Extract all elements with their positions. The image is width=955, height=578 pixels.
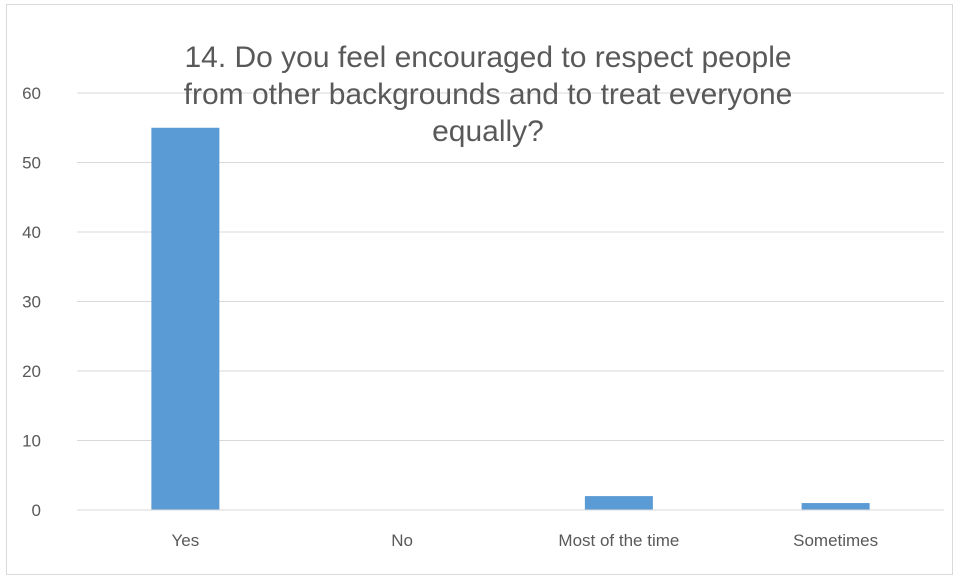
x-category-label-most-of-the-time: Most of the time <box>558 531 679 550</box>
y-tick-label-40: 40 <box>22 223 41 242</box>
chart-title-line-3: equally? <box>432 115 544 148</box>
chart-title-line-2: from other backgrounds and to treat ever… <box>184 78 793 111</box>
y-tick-label-10: 10 <box>22 432 41 451</box>
bar-chart: 0 10 20 30 40 50 60 Yes No Most of the time Somet… <box>22 41 944 550</box>
y-tick-label-30: 30 <box>22 293 41 312</box>
x-category-label-no: No <box>391 531 413 550</box>
chart-frame: 0 10 20 30 40 50 60 Yes No Most of the time Somet… <box>6 4 953 575</box>
x-category-label-yes: Yes <box>172 531 200 550</box>
y-tick-label-50: 50 <box>22 154 41 173</box>
y-tick-label-20: 20 <box>22 362 41 381</box>
bar-sometimes <box>801 503 870 510</box>
chart-title: 14. Do you feel encouraged to respect pe… <box>184 41 793 148</box>
x-category-label-sometimes: Sometimes <box>793 531 878 550</box>
y-tick-label-60: 60 <box>22 84 41 103</box>
bar-yes <box>151 127 220 510</box>
x-axis-category-labels: Yes No Most of the time Sometimes <box>172 531 879 550</box>
gridlines <box>77 92 944 441</box>
y-axis-tick-labels: 0 10 20 30 40 50 60 <box>22 84 41 520</box>
bar-most-of-the-time <box>584 496 653 510</box>
bars <box>151 127 870 510</box>
y-tick-label-0: 0 <box>32 501 41 520</box>
chart-title-line-1: 14. Do you feel encouraged to respect pe… <box>184 41 791 74</box>
